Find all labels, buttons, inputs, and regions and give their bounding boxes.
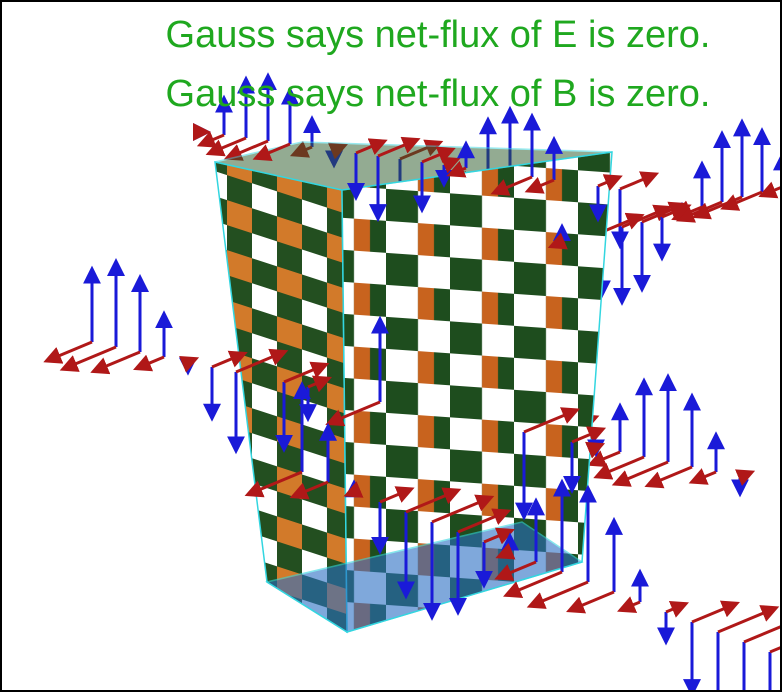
field-arrow: [625, 602, 640, 608]
field-arrow: [212, 356, 239, 367]
field-arrow: [692, 605, 732, 622]
field-arrow: [188, 361, 191, 362]
field-arrow: [666, 606, 681, 612]
field-arrow: [52, 342, 92, 359]
field-arrow: [214, 138, 246, 151]
field-arrow: [744, 621, 780, 642]
scene: Gauss says net-flux of E is zero. Gauss …: [2, 2, 780, 690]
field-arrow: [620, 176, 651, 189]
field-arrow: [740, 474, 747, 477]
field-arrow: [697, 472, 716, 480]
field-arrow: [596, 452, 620, 462]
field-arrow: [352, 492, 354, 493]
field-arrow: [653, 467, 692, 483]
caption-b: Gauss says net-flux of B is zero.: [166, 73, 711, 115]
field-arrow: [574, 592, 614, 609]
field-arrow: [205, 135, 224, 143]
field-arrow: [770, 638, 780, 652]
caption-e: Gauss says net-flux of E is zero.: [166, 14, 711, 56]
field-arrow: [535, 582, 588, 604]
field-arrow: [767, 187, 780, 193]
field-arrow: [718, 610, 771, 632]
viewport: Gauss says net-flux of E is zero. Gauss …: [0, 0, 782, 692]
field-arrow: [99, 352, 140, 369]
field-arrow: [602, 457, 644, 475]
field-arrow: [141, 357, 164, 366]
gauss-box: [215, 142, 612, 632]
